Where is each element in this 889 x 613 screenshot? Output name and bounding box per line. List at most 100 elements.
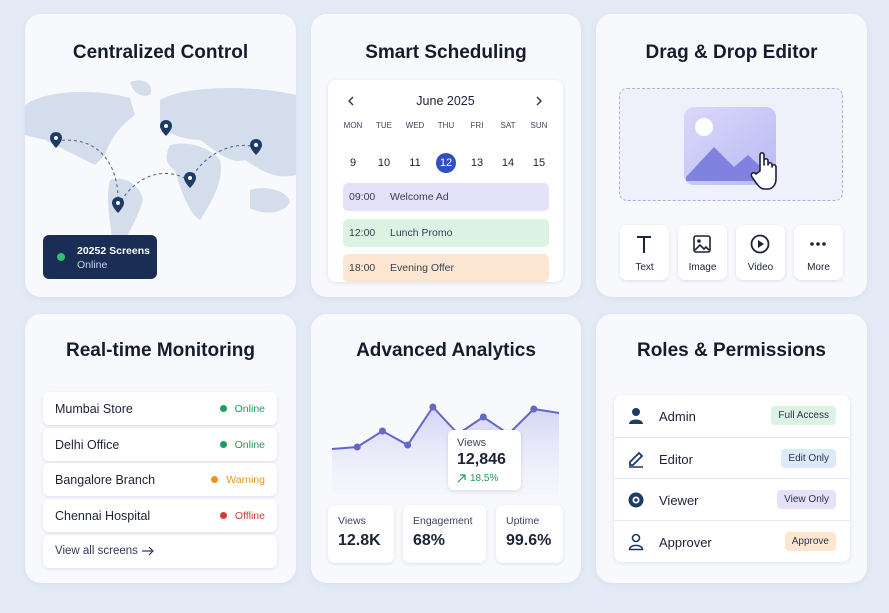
role-name: Viewer bbox=[659, 493, 699, 508]
weekday: WED bbox=[405, 121, 425, 130]
day[interactable]: 15 bbox=[532, 157, 546, 169]
pin bbox=[50, 132, 62, 148]
tool-button[interactable]: Image bbox=[678, 225, 727, 280]
day[interactable]: 13 bbox=[470, 157, 484, 169]
role-row: Editor Edit Only bbox=[614, 436, 850, 479]
stat-value: 68% bbox=[413, 532, 446, 549]
day-selected[interactable]: 12 bbox=[436, 153, 456, 173]
role-row: Approver Approve bbox=[614, 519, 850, 562]
day[interactable]: 11 bbox=[409, 157, 421, 169]
pins bbox=[50, 120, 262, 213]
line-chart bbox=[331, 403, 560, 495]
screen-state: Online bbox=[77, 259, 108, 271]
north-america bbox=[25, 91, 135, 165]
next-month[interactable] bbox=[534, 95, 544, 107]
event: 12:00 Lunch Promo bbox=[343, 218, 549, 247]
screen-count: 20252 Screens bbox=[77, 245, 150, 257]
tooltip-label: Views bbox=[457, 437, 487, 449]
calendar-panel: June 2025 MON TUE WED THU FRI SAT SUN 9 10 11 12 1… bbox=[328, 80, 563, 282]
role-icon bbox=[629, 451, 644, 468]
day[interactable]: 9 bbox=[349, 157, 357, 169]
pin bbox=[112, 197, 124, 213]
tool-button[interactable]: Text bbox=[620, 225, 669, 280]
location-status: Online bbox=[234, 438, 265, 451]
location-status: Offline bbox=[234, 509, 265, 522]
card-title: Smart Scheduling bbox=[365, 42, 527, 63]
event-label: Lunch Promo bbox=[390, 226, 453, 239]
card-title: Roles & Permissions bbox=[636, 340, 827, 361]
role-badge: View Only bbox=[777, 490, 836, 509]
location-name: Bangalore Branch bbox=[55, 473, 156, 487]
card-title: Centralized Control bbox=[72, 42, 249, 63]
weekday: THU bbox=[437, 121, 455, 130]
role-badge: Approve bbox=[784, 531, 836, 551]
role-badge: Edit Only bbox=[781, 448, 836, 468]
eurasia bbox=[160, 88, 296, 177]
card-editor: Drag & Drop Editor Text Image Video More bbox=[596, 14, 867, 297]
point bbox=[404, 441, 412, 449]
tool-label: Video bbox=[747, 262, 774, 273]
south-america bbox=[108, 178, 143, 246]
role-badge: Full Access bbox=[771, 406, 836, 425]
stat-box: Engagement 68% bbox=[403, 505, 486, 563]
event: 09:00 Welcome Ad bbox=[343, 183, 549, 211]
card-title: Drag & Drop Editor bbox=[645, 42, 818, 63]
drop-zone[interactable] bbox=[619, 88, 843, 201]
status-dot bbox=[220, 440, 227, 448]
stat-label: Uptime bbox=[506, 515, 540, 527]
tool-button[interactable]: More bbox=[794, 225, 843, 280]
pin bbox=[160, 120, 172, 136]
tool-icon bbox=[810, 242, 826, 246]
location-status: Online bbox=[234, 403, 265, 415]
stat-label: Engagement bbox=[413, 515, 473, 527]
stat-value: 12.8K bbox=[338, 532, 381, 549]
tool-label: Text bbox=[635, 262, 654, 273]
tool-label: More bbox=[807, 262, 830, 273]
role-row: Viewer View Only bbox=[614, 478, 850, 520]
roles-panel: Admin Full Access Editor Edit Only Viewer Vie… bbox=[614, 395, 850, 562]
tool-icon bbox=[637, 236, 651, 253]
location-row: Delhi Office Online bbox=[43, 427, 277, 461]
card-scheduling: Smart Scheduling June 2025 MON TUE WED THU F… bbox=[311, 14, 581, 297]
role-icon bbox=[628, 492, 644, 508]
pin bbox=[184, 172, 196, 188]
arrow-icon bbox=[142, 546, 154, 556]
day[interactable]: 10 bbox=[377, 157, 391, 169]
point bbox=[530, 405, 538, 413]
role-row: Admin Full Access bbox=[614, 395, 850, 436]
view-all-link[interactable]: View all screens bbox=[55, 545, 138, 557]
location-name: Delhi Office bbox=[55, 437, 120, 452]
weekday: FRI bbox=[470, 121, 484, 130]
pin bbox=[250, 139, 262, 155]
point bbox=[353, 443, 361, 451]
stat-label: Views bbox=[338, 515, 366, 527]
role-name: Approver bbox=[659, 534, 712, 550]
tooltip-change: 18.5% bbox=[470, 473, 499, 484]
view-all-row[interactable]: View all screens bbox=[43, 535, 277, 568]
location-name: Mumbai Store bbox=[55, 402, 133, 416]
location-row: Mumbai Store Online bbox=[43, 392, 277, 425]
world-map bbox=[25, 80, 296, 246]
card-title: Real-time Monitoring bbox=[66, 340, 255, 361]
prev-month[interactable] bbox=[346, 95, 356, 107]
tooltip-value: 12,846 bbox=[457, 451, 506, 468]
weekday: TUE bbox=[376, 121, 392, 130]
weekday: SAT bbox=[500, 121, 516, 130]
point bbox=[429, 403, 437, 411]
day[interactable]: 14 bbox=[501, 157, 515, 169]
stat-value: 99.6% bbox=[506, 532, 552, 549]
status-box: 20252 Screens Online bbox=[43, 235, 157, 279]
weekday: MON bbox=[343, 121, 363, 130]
line bbox=[331, 405, 560, 450]
stat-box: Uptime 99.6% bbox=[496, 505, 563, 563]
tool-button[interactable]: Video bbox=[736, 225, 785, 280]
tooltip: Views 12,846 18.5% bbox=[448, 430, 521, 490]
role-name: Admin bbox=[659, 409, 696, 424]
australia bbox=[250, 188, 290, 213]
location-status: Warning bbox=[226, 474, 265, 486]
role-name: Editor bbox=[659, 451, 693, 467]
trend-icon bbox=[457, 474, 466, 483]
card-analytics: Advanced Analytics Views 12,846 18.5% Vi… bbox=[311, 314, 581, 583]
